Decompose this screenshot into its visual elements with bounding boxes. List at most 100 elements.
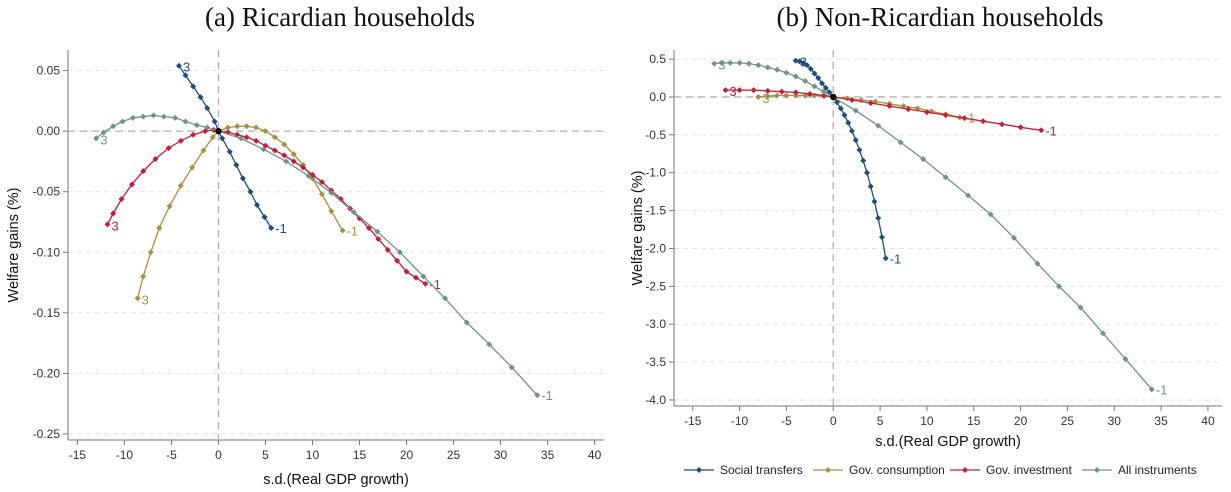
- x-tick-label: 30: [1108, 414, 1122, 428]
- legend: Social transfers Gov. consumption Gov. inv…: [684, 463, 1197, 477]
- x-tick-label: 20: [400, 448, 414, 462]
- data-point: [863, 169, 870, 176]
- data-point: [806, 90, 813, 97]
- data-point: [534, 392, 541, 399]
- x-tick-label: 15: [967, 414, 981, 428]
- x-tick-label: 0: [830, 414, 837, 428]
- data-point: [508, 364, 515, 371]
- data-point: [1077, 304, 1084, 311]
- data-point: [281, 141, 288, 148]
- data-point: [875, 122, 882, 129]
- legend-item-investment: Gov. investment: [950, 463, 1072, 477]
- series-investment: 3 -1: [722, 84, 1057, 138]
- data-point: [224, 124, 231, 131]
- series-start-label: 3: [142, 292, 149, 307]
- data-point: [100, 129, 107, 136]
- series-end-label: -1: [347, 223, 359, 238]
- series-social: 3 -1: [792, 55, 902, 266]
- series-start-label: 3: [762, 91, 769, 106]
- data-point: [442, 295, 449, 302]
- origin-point: [215, 127, 222, 135]
- series-start-label: 3: [800, 55, 807, 70]
- data-point: [172, 114, 179, 121]
- data-point: [1148, 386, 1155, 393]
- data-point: [260, 146, 267, 153]
- y-tick-label: -0.25: [33, 427, 61, 441]
- data-point: [182, 118, 189, 125]
- y-tick-label: 0.5: [649, 52, 666, 66]
- data-point: [920, 156, 927, 163]
- series-investment: 3 -1: [104, 126, 441, 292]
- data-point: [140, 273, 147, 280]
- data-point: [271, 134, 278, 141]
- y-tick-label: 0.0: [649, 90, 666, 104]
- data-point: [128, 181, 135, 188]
- data-point: [318, 179, 325, 186]
- series-consumption: 3 -1: [755, 91, 975, 125]
- series-end-label: -1: [275, 221, 287, 236]
- x-tick-label: 10: [920, 414, 934, 428]
- data-point: [820, 92, 827, 99]
- data-point: [197, 94, 204, 101]
- y-tick-label: -0.05: [33, 185, 61, 199]
- data-point: [1122, 356, 1129, 363]
- data-point: [774, 66, 781, 73]
- data-point: [420, 273, 427, 280]
- x-tick-label: 20: [1014, 414, 1028, 428]
- x-tick-label: 10: [306, 448, 320, 462]
- data-point: [807, 65, 814, 72]
- data-point: [318, 191, 325, 198]
- x-tick-label: 40: [1201, 414, 1215, 428]
- data-point: [234, 123, 241, 130]
- series-line-consumption: [758, 94, 960, 119]
- legend-item-social: Social transfers: [684, 463, 803, 477]
- data-point: [110, 123, 117, 130]
- data-point: [193, 122, 200, 129]
- data-point: [848, 128, 855, 135]
- data-point: [93, 135, 100, 142]
- series-start-label: 3: [100, 132, 107, 147]
- data-point: [942, 112, 949, 119]
- x-axis-title: s.d.(Real GDP growth): [263, 472, 409, 488]
- data-point: [815, 75, 822, 82]
- data-point: [375, 235, 382, 242]
- data-point: [247, 188, 254, 195]
- series-end-label: -1: [541, 388, 553, 403]
- x-axis-title: s.d.(Real GDP growth): [875, 434, 1021, 450]
- series-end-label: -1: [890, 251, 902, 266]
- data-point: [961, 115, 968, 122]
- data-point: [811, 70, 818, 77]
- x-tick-label: 5: [877, 414, 884, 428]
- legend-label: All instruments: [1118, 463, 1197, 477]
- data-point: [848, 96, 855, 103]
- x-tick-label: 30: [494, 448, 508, 462]
- data-point: [118, 195, 125, 202]
- data-point: [783, 69, 790, 76]
- y-tick-label: 0.05: [37, 64, 61, 78]
- data-point: [200, 147, 207, 154]
- legend-label: Gov. consumption: [849, 463, 945, 477]
- y-tick-label: -1.0: [645, 166, 666, 180]
- data-point: [875, 215, 882, 222]
- legend-marker: [1094, 467, 1100, 473]
- data-point: [156, 225, 163, 232]
- data-point: [328, 189, 335, 196]
- data-point: [119, 118, 126, 125]
- data-point: [886, 103, 893, 110]
- data-point: [182, 72, 189, 79]
- series-start-label: 3: [730, 84, 737, 99]
- legend-item-all: All instruments: [1082, 463, 1197, 477]
- data-point: [867, 183, 874, 190]
- data-point: [165, 145, 172, 152]
- x-tick-label: -10: [116, 448, 134, 462]
- data-point: [905, 106, 912, 113]
- data-point: [175, 62, 182, 69]
- data-point: [271, 147, 278, 154]
- data-point: [219, 135, 226, 142]
- data-point: [204, 105, 211, 112]
- y-tick-label: -0.10: [33, 245, 61, 259]
- data-point: [1056, 283, 1063, 290]
- data-point: [718, 59, 725, 66]
- data-point: [998, 121, 1005, 128]
- data-point: [897, 139, 904, 146]
